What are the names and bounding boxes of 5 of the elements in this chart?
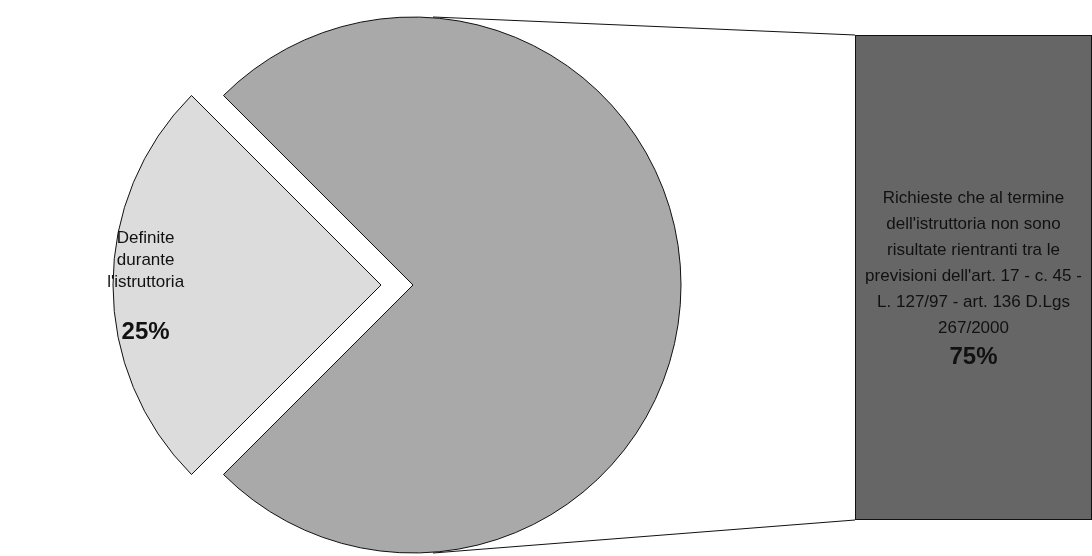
slice-label: Richieste che al termine dell'istruttoria non sono risultate rientranti tra le previsioni dell'art. 17 - c. 45 - L. 127/97 - art. 136 D.Lgs 267/2000	[864, 186, 1083, 339]
data-label: 25%	[121, 316, 170, 344]
data-label: 75%	[949, 340, 998, 371]
slice-label: Definite durante l'istruttoria	[107, 227, 185, 291]
label-panel: Richieste che al termine dell'istruttoria non sono risultate rientranti tra le previsioni dell'art. 17 - c. 45 - L. 127/97 - art. 136 D.Lgs 267/2000 75%	[855, 35, 1092, 520]
